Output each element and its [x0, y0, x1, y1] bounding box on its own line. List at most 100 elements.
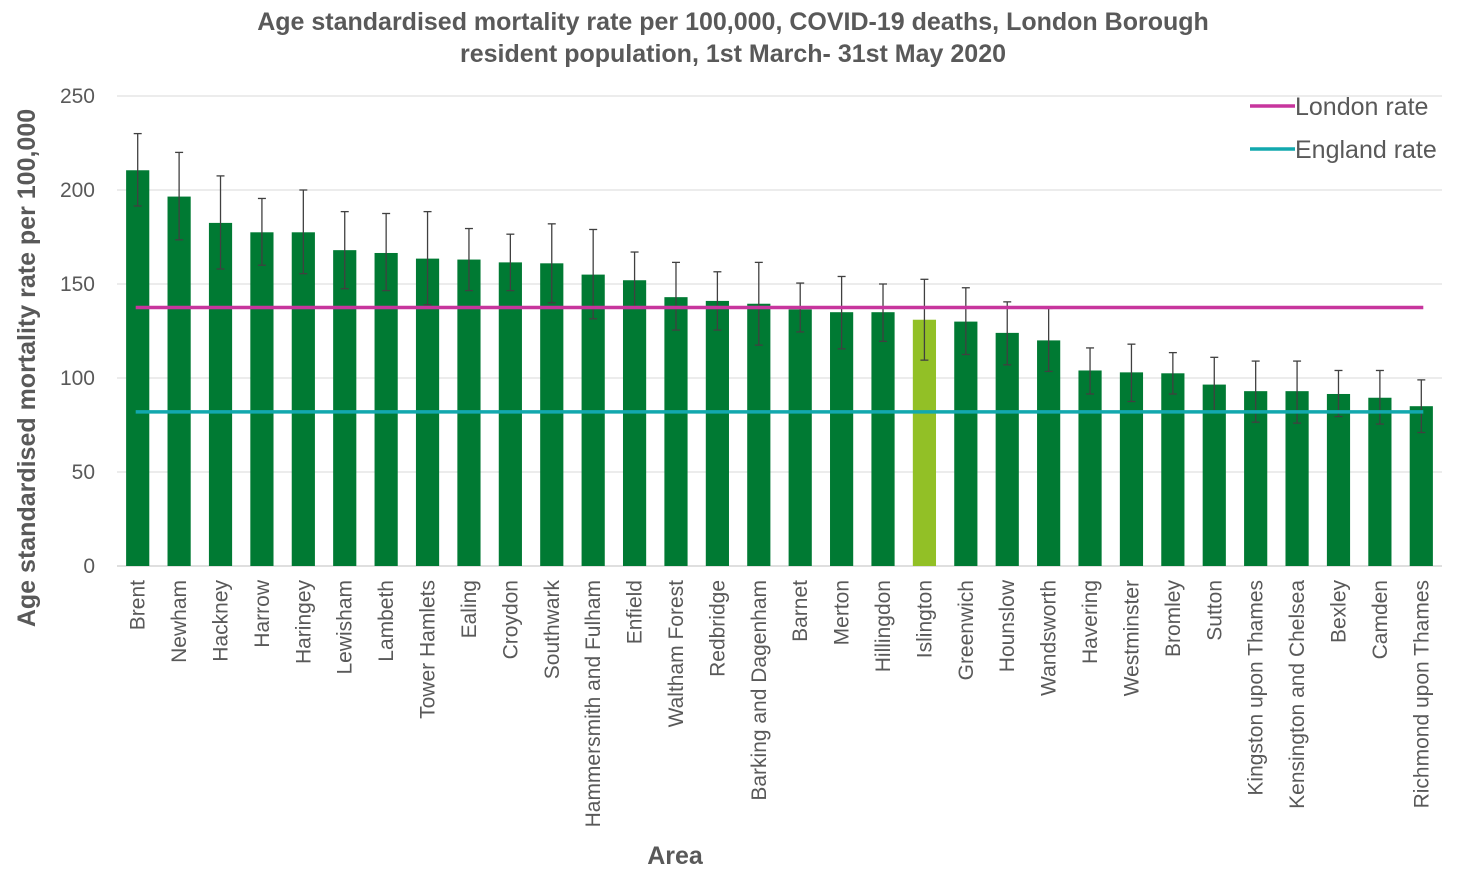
- bar-redbridge: [705, 300, 729, 566]
- x-tick-label-enfield: Enfield: [624, 580, 647, 644]
- error-bar-camden: [1375, 369, 1384, 425]
- x-tick-label-lewisham: Lewisham: [334, 580, 357, 675]
- bar-newham: [167, 196, 191, 566]
- error-bar-harrow: [257, 197, 266, 266]
- bar-southwark: [540, 263, 564, 566]
- x-tick-label-hackney: Hackney: [210, 580, 233, 662]
- bar-kingston-upon-thames: [1244, 391, 1268, 566]
- error-bar-westminster: [1127, 343, 1136, 403]
- bar-islington: [912, 319, 937, 566]
- chart-title-line-2: resident population, 1st March- 31st May…: [460, 40, 1006, 68]
- y-tick-label-100: 100: [60, 367, 95, 390]
- x-tick-label-southwark: Southwark: [541, 580, 564, 680]
- bar-greenwich: [954, 321, 978, 566]
- x-tick-labels: Brent Newham Hackney Harrow Haringey Lewisham…: [127, 579, 1434, 827]
- error-bar-hillingdon: [879, 283, 888, 342]
- x-tick-label-lambeth: Lambeth: [375, 580, 398, 662]
- x-tick-label-haringey: Haringey: [292, 580, 315, 665]
- error-bar-havering: [1086, 347, 1095, 395]
- error-bar-croydon: [506, 233, 515, 292]
- x-tick-label-hounslow: Hounslow: [996, 579, 1019, 672]
- legend-label-london-rate: London rate: [1295, 93, 1428, 121]
- x-tick-label-camden: Camden: [1369, 580, 1392, 659]
- x-tick-label-tower-hamlets: Tower Hamlets: [417, 580, 440, 719]
- bar-brent: [126, 170, 150, 566]
- error-bar-newham: [175, 151, 184, 241]
- bar-wandsworth: [1037, 340, 1061, 566]
- bar-haringey: [291, 232, 315, 567]
- bar-richmond-upon-thames: [1409, 406, 1433, 566]
- y-tick-label-0: 0: [83, 555, 95, 578]
- bar-havering: [1078, 370, 1102, 566]
- bar-bexley: [1326, 393, 1351, 566]
- y-axis-label: Age standardised mortality rate per 100,…: [13, 109, 41, 627]
- x-tick-label-islington: Islington: [913, 580, 936, 658]
- x-tick-label-wandsworth: Wandsworth: [1038, 580, 1061, 696]
- x-tick-label-redbridge: Redbridge: [706, 580, 729, 677]
- error-bar-redbridge: [713, 271, 722, 331]
- bar-enfield: [622, 280, 647, 566]
- bar-harrow: [250, 232, 274, 567]
- x-tick-label-ealing: Ealing: [458, 580, 481, 638]
- error-bar-brent: [133, 132, 142, 207]
- error-bar-richmond-upon-thames: [1417, 379, 1426, 434]
- bar-westminster: [1119, 372, 1144, 566]
- y-tick-label-250: 250: [60, 85, 95, 108]
- x-tick-label-croydon: Croydon: [499, 580, 522, 659]
- x-tick-label-sutton: Sutton: [1203, 580, 1226, 641]
- error-bar-bromley: [1168, 351, 1177, 395]
- bars: [126, 170, 1433, 567]
- bar-hillingdon: [871, 312, 895, 566]
- x-tick-label-hillingdon: Hillingdon: [872, 580, 895, 672]
- reference-lines: [135, 305, 1424, 414]
- x-tick-label-bromley: Bromley: [1162, 580, 1185, 658]
- x-tick-label-barking-and-dagenham: Barking and Dagenham: [748, 580, 771, 801]
- bar-hackney: [208, 222, 233, 566]
- x-tick-label-havering: Havering: [1079, 580, 1102, 664]
- x-tick-label-waltham-forest: Waltham Forest: [665, 580, 688, 728]
- bar-barking-and-dagenham: [747, 303, 771, 566]
- error-bars: [133, 132, 1426, 434]
- error-bar-bexley: [1334, 369, 1343, 418]
- error-bar-lambeth: [382, 212, 391, 292]
- error-bar-barking-and-dagenham: [754, 261, 763, 346]
- x-tick-label-greenwich: Greenwich: [955, 580, 978, 680]
- x-tick-label-merton: Merton: [831, 580, 854, 645]
- bar-sutton: [1202, 384, 1226, 566]
- error-bar-merton: [837, 275, 846, 350]
- y-tick-label-150: 150: [60, 273, 95, 296]
- error-bar-hackney: [216, 175, 225, 270]
- x-axis-label: Area: [647, 842, 704, 870]
- bar-lambeth: [374, 252, 398, 567]
- x-tick-label-kingston-upon-thames: Kingston upon Thames: [1245, 580, 1268, 796]
- bar-waltham-forest: [664, 297, 688, 566]
- bar-barnet: [788, 309, 812, 566]
- error-bar-hounslow: [1003, 301, 1012, 366]
- bar-kensington-and-chelsea: [1285, 391, 1309, 566]
- x-tick-label-barnet: Barnet: [789, 580, 812, 642]
- legend-label-england-rate: England rate: [1295, 136, 1437, 164]
- x-tick-label-kensington-and-chelsea: Kensington and Chelsea: [1286, 580, 1309, 809]
- error-bar-haringey: [299, 189, 308, 275]
- bar-hammersmith-and-fulham: [581, 274, 605, 566]
- x-tick-label-westminster: Westminster: [1120, 580, 1143, 696]
- x-tick-label-bexley: Bexley: [1327, 580, 1350, 644]
- x-tick-label-harrow: Harrow: [251, 579, 274, 648]
- bar-lewisham: [333, 250, 357, 566]
- error-bar-tower-hamlets: [423, 210, 432, 306]
- error-bar-waltham-forest: [671, 261, 680, 331]
- bar-camden: [1368, 397, 1392, 566]
- x-tick-label-hammersmith-and-fulham: Hammersmith and Fulham: [582, 580, 605, 827]
- x-tick-label-brent: Brent: [127, 580, 150, 630]
- bar-bromley: [1161, 373, 1185, 566]
- y-tick-label-50: 50: [72, 461, 95, 484]
- error-bar-southwark: [547, 223, 556, 304]
- y-tick-label-200: 200: [60, 179, 95, 202]
- x-tick-label-newham: Newham: [168, 580, 191, 663]
- error-bar-lewisham: [340, 210, 349, 290]
- error-bar-islington: [920, 278, 929, 361]
- error-bar-ealing: [464, 227, 473, 292]
- bar-hounslow: [995, 332, 1019, 566]
